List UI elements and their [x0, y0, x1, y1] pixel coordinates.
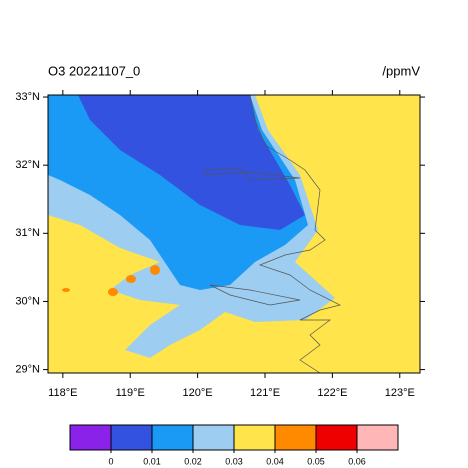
- colorbar-box: [356, 424, 399, 451]
- y-tick-label: 30°N: [15, 295, 40, 307]
- colorbar-box: [274, 424, 317, 451]
- y-tick-label: 31°N: [15, 227, 40, 239]
- colorbar-box: [233, 424, 276, 451]
- x-tick-label: 121°E: [250, 387, 280, 399]
- x-tick-label: 122°E: [317, 387, 347, 399]
- x-tick-label: 119°E: [116, 387, 145, 399]
- colorbar-label: 0: [108, 456, 113, 466]
- field-orange: [62, 265, 160, 296]
- plot-frame: [47, 94, 421, 374]
- field: [48, 95, 420, 373]
- x-tick-label: 120°E: [183, 387, 213, 399]
- coastline: [204, 95, 342, 373]
- colorbar-box: [110, 424, 153, 451]
- x-tick-label: 118°E: [48, 387, 77, 399]
- y-tick-label: 32°N: [15, 159, 40, 171]
- colorbar-box: [69, 424, 112, 451]
- x-tick-label: 123°E: [385, 387, 415, 399]
- colorbar-label: 0.02: [184, 456, 202, 466]
- y-tick-label: 33°N: [15, 91, 40, 103]
- colorbar-label: 0.06: [348, 456, 366, 466]
- units: /ppmV: [382, 63, 420, 78]
- colorbar-label: 0.03: [225, 456, 243, 466]
- colorbar-box: [192, 424, 235, 451]
- y-tick-label: 29°N: [15, 363, 40, 375]
- colorbar-label: 0.04: [266, 456, 284, 466]
- chart-title: O3 20221107_0: [48, 63, 140, 78]
- field-dark-blue: [78, 95, 305, 230]
- colorbar-label: 0.01: [143, 456, 161, 466]
- colorbar-box: [315, 424, 358, 451]
- colorbar-box: [151, 424, 194, 451]
- colorbar-label: 0.05: [307, 456, 325, 466]
